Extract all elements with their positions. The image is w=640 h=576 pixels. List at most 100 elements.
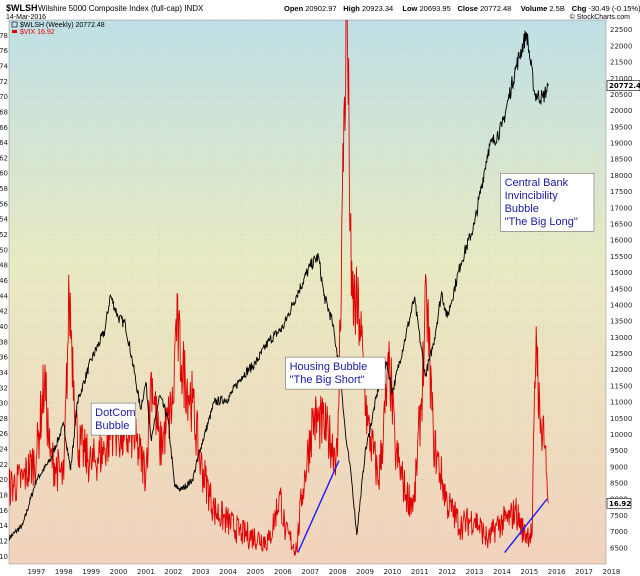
x-tick-label: 2016 bbox=[548, 568, 566, 576]
right-tick-label: 20000 bbox=[610, 107, 632, 115]
x-tick-label: 2000 bbox=[110, 568, 128, 576]
left-tick-label: 24 bbox=[0, 446, 9, 454]
left-tick-label: 14 bbox=[0, 522, 9, 530]
x-tick-label: 2007 bbox=[301, 568, 319, 576]
annotation-line: "The Big Short" bbox=[290, 374, 365, 386]
x-tick-label: 2006 bbox=[274, 568, 292, 576]
x-tick-label: 2001 bbox=[137, 568, 155, 576]
left-tick-label: 46 bbox=[0, 277, 9, 285]
annotation-line: Bubble bbox=[95, 420, 129, 432]
ohlc-low: Low 20693.95 bbox=[402, 4, 450, 13]
right-tick-label: 17000 bbox=[610, 204, 632, 212]
left-tick-label: 54 bbox=[0, 216, 9, 224]
left-tick-label: 66 bbox=[0, 124, 9, 132]
left-tick-label: 50 bbox=[0, 246, 8, 254]
x-tick-label: 2011 bbox=[411, 568, 429, 576]
trendline-2 bbox=[504, 498, 548, 553]
annotation-box bbox=[500, 172, 595, 232]
trendlines bbox=[297, 460, 548, 553]
left-tick-label: 42 bbox=[0, 308, 8, 316]
right-tick-label: 17500 bbox=[610, 188, 632, 196]
x-tick-label: 2003 bbox=[192, 568, 210, 576]
legend-wlsh: $WLSH (Weekly) 20772.48 bbox=[20, 22, 105, 29]
legend: $WLSH (Weekly) 20772.48 $VIX 16.92 bbox=[11, 21, 105, 36]
left-tick-label: 20 bbox=[0, 476, 8, 484]
left-tick-label: 72 bbox=[0, 78, 8, 86]
left-axis: 10 12 14 16 18 20 22 24 26 28 30 32 34 36 38 40 42 44 46 48… bbox=[0, 32, 9, 561]
symbol: $WLSH bbox=[6, 3, 38, 13]
right-tick-label: 12500 bbox=[610, 350, 632, 358]
date: 14-Mar-2016 bbox=[6, 14, 46, 21]
right-tick-label: 18000 bbox=[610, 172, 632, 180]
legend-vix: $VIX 16.92 bbox=[20, 29, 55, 36]
x-tick-label: 2018 bbox=[603, 568, 621, 576]
x-tick-label: 2002 bbox=[164, 568, 182, 576]
left-tick-label: 18 bbox=[0, 492, 8, 500]
left-tick-label: 62 bbox=[0, 154, 8, 162]
right-tick-label: 12000 bbox=[610, 366, 632, 374]
left-tick-label: 16 bbox=[0, 507, 9, 515]
right-tick-label: 10000 bbox=[610, 431, 632, 439]
right-tick-label: 13000 bbox=[610, 334, 632, 342]
x-tick-label: 2017 bbox=[575, 568, 593, 576]
right-tick-label: 21500 bbox=[610, 59, 632, 67]
svg-text:16.92: 16.92 bbox=[609, 500, 631, 508]
trendline-1 bbox=[297, 460, 340, 553]
annotation-line: "The Big Long" bbox=[505, 216, 578, 228]
right-tick-label: 19000 bbox=[610, 140, 632, 148]
left-tick-label: 68 bbox=[0, 108, 8, 116]
left-tick-label: 34 bbox=[0, 369, 9, 377]
right-tick-label: 11500 bbox=[610, 382, 632, 390]
ohlc-volume: Volume 2.5B bbox=[521, 4, 565, 13]
left-tick-label: 38 bbox=[0, 338, 8, 346]
left-tick-label: 26 bbox=[0, 430, 9, 438]
right-tick-label: 21000 bbox=[610, 75, 632, 83]
right-tick-label: 22000 bbox=[610, 42, 632, 50]
right-tick-label: 9500 bbox=[610, 447, 628, 455]
annotation-box bbox=[90, 402, 137, 436]
right-tick-label: 16000 bbox=[610, 237, 632, 245]
ohlc-chg: Chg -30.49 (-0.15%) bbox=[572, 4, 640, 13]
left-tick-label: 30 bbox=[0, 400, 8, 408]
left-tick-label: 58 bbox=[0, 185, 8, 193]
left-tick-label: 64 bbox=[0, 139, 9, 147]
x-tick-label: 2010 bbox=[383, 568, 401, 576]
x-tick-label: 2008 bbox=[329, 568, 347, 576]
right-tick-label: 8500 bbox=[610, 480, 628, 488]
annotation-housing: Housing Bubble"The Big Short" bbox=[285, 356, 386, 390]
vix-line bbox=[9, 20, 549, 557]
x-tick-label: 1997 bbox=[27, 568, 45, 576]
svg-text:20772.48: 20772.48 bbox=[609, 82, 640, 90]
annotation-line: Central Bank bbox=[505, 177, 569, 189]
left-tick-label: 52 bbox=[0, 231, 8, 239]
wlsh-line bbox=[9, 30, 549, 541]
left-tick-label: 28 bbox=[0, 415, 8, 423]
right-tick-label: 7500 bbox=[610, 512, 628, 520]
x-tick-label: 2014 bbox=[493, 568, 511, 576]
left-tick-label: 10 bbox=[0, 553, 8, 561]
right-tick-label: 10500 bbox=[610, 415, 632, 423]
ohlc-close: Close 20772.48 bbox=[458, 4, 512, 13]
right-tick-label: 14500 bbox=[610, 285, 632, 293]
x-tick-label: 2012 bbox=[438, 568, 456, 576]
right-tick-label: 22500 bbox=[610, 26, 632, 34]
ohlc-high: High 20923.34 bbox=[343, 4, 393, 13]
x-tick-label: 2004 bbox=[219, 568, 237, 576]
left-tick-label: 48 bbox=[0, 262, 8, 270]
x-tick-label: 2013 bbox=[466, 568, 484, 576]
plot-area bbox=[8, 19, 607, 565]
x-tick-label: 2015 bbox=[520, 568, 538, 576]
right-tick-label: 20500 bbox=[610, 91, 632, 99]
left-tick-label: 56 bbox=[0, 200, 9, 208]
x-tick-label: 1999 bbox=[82, 568, 100, 576]
right-tick-label: 11000 bbox=[610, 399, 632, 407]
grid bbox=[9, 20, 606, 564]
left-tick-label: 70 bbox=[0, 93, 8, 101]
ohlc-open: Open 20902.97 bbox=[284, 4, 337, 13]
right-tick-label: 6500 bbox=[610, 544, 628, 552]
left-tick-label: 76 bbox=[0, 47, 9, 55]
right-tick-label: 15000 bbox=[610, 269, 632, 277]
